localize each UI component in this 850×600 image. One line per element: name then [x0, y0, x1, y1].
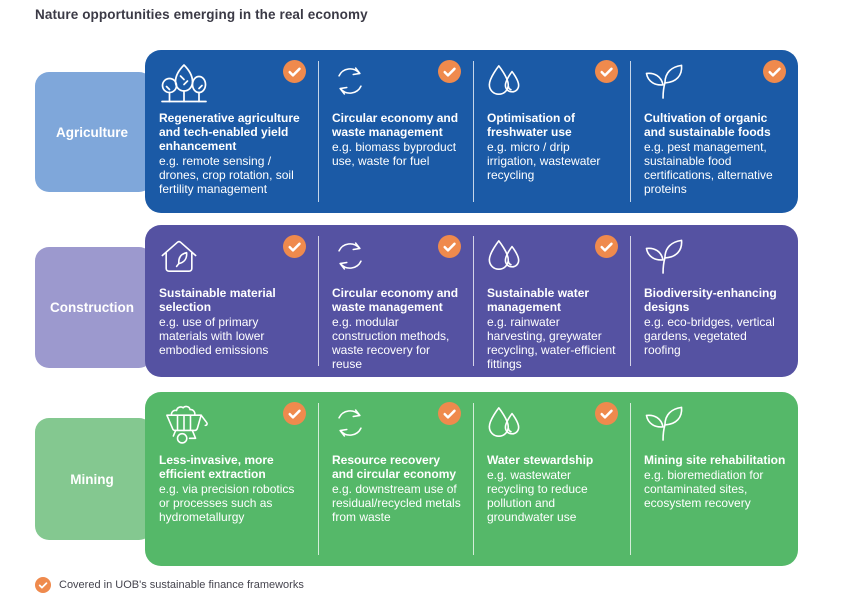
opportunity-examples: e.g. remote sensing / drones, crop rotat…	[159, 153, 294, 196]
check-icon	[438, 235, 461, 258]
cell-divider	[630, 236, 631, 366]
opportunity-examples: e.g. eco-bridges, vertical gardens, vege…	[644, 314, 775, 357]
opportunity-title: Regenerative agriculture and tech-enable…	[159, 111, 300, 153]
cell-divider	[318, 61, 319, 202]
opportunity-card: Regenerative agriculture and tech-enable…	[145, 50, 318, 213]
house-leaf-icon	[159, 237, 199, 275]
opportunity-examples: e.g. use of primary materials with lower…	[159, 314, 269, 357]
opportunity-examples: e.g. rainwater harvesting, greywater rec…	[487, 314, 616, 371]
opportunity-title: Circular economy and waste management	[332, 111, 459, 139]
opportunity-examples: e.g. downstream use of residual/recycled…	[332, 481, 461, 524]
opportunity-title: Optimisation of freshwater use	[487, 111, 575, 139]
opportunity-card: Biodiversity-enhancing designs e.g. eco-…	[630, 225, 798, 377]
opportunity-card: Circular economy and waste management e.…	[318, 50, 473, 213]
check-icon	[283, 235, 306, 258]
mining-panel: Less-invasive, more efficient extraction…	[145, 392, 798, 566]
opportunity-examples: e.g. pest management, sustainable food c…	[644, 139, 773, 196]
opportunity-title: Water stewardship	[487, 453, 594, 467]
cell-divider	[318, 403, 319, 555]
opportunity-examples: e.g. bioremediation for contaminated sit…	[644, 467, 764, 510]
circular-arrows-icon	[332, 405, 368, 441]
check-icon	[595, 60, 618, 83]
cell-divider	[473, 403, 474, 555]
check-icon	[763, 60, 786, 83]
leaves-icon	[644, 63, 684, 99]
opportunity-card: Water stewardship e.g. wastewater recycl…	[473, 392, 630, 566]
construction-panel: Sustainable material selection e.g. use …	[145, 225, 798, 377]
cell-divider	[473, 236, 474, 366]
cell-divider	[473, 61, 474, 202]
page-title: Nature opportunities emerging in the rea…	[35, 7, 368, 22]
opportunity-examples: e.g. modular construction methods, waste…	[332, 314, 450, 371]
row-label-agriculture: Agriculture	[35, 72, 153, 192]
opportunity-card: Resource recovery and circular economy e…	[318, 392, 473, 566]
opportunity-examples: e.g. micro / drip irrigation, wastewater…	[487, 139, 601, 182]
leaves-icon	[644, 238, 684, 274]
opportunity-card: Cultivation of organic and sustainable f…	[630, 50, 798, 213]
cell-divider	[630, 403, 631, 555]
legend-label: Covered in UOB's sustainable finance fra…	[59, 579, 304, 591]
row-label-mining: Mining	[35, 418, 153, 540]
trees-icon	[159, 60, 209, 105]
wheelbarrow-icon	[159, 402, 209, 445]
opportunity-card: Less-invasive, more efficient extraction…	[145, 392, 318, 566]
water-drops-icon	[487, 61, 521, 101]
opportunity-title: Biodiversity-enhancing designs	[644, 286, 777, 314]
check-icon	[595, 402, 618, 425]
agriculture-panel: Regenerative agriculture and tech-enable…	[145, 50, 798, 213]
opportunity-card: Sustainable material selection e.g. use …	[145, 225, 318, 377]
cell-divider	[318, 236, 319, 366]
opportunity-examples: e.g. wastewater recycling to reduce poll…	[487, 467, 588, 524]
row-label-construction: Construction	[35, 247, 153, 368]
cell-divider	[630, 61, 631, 202]
opportunity-card: Circular economy and waste management e.…	[318, 225, 473, 377]
opportunity-examples: e.g. via precision robotics or processes…	[159, 481, 295, 524]
opportunity-card: Mining site rehabilitation e.g. bioremed…	[630, 392, 798, 566]
check-icon	[283, 60, 306, 83]
water-drops-icon	[487, 236, 521, 276]
opportunity-title: Resource recovery and circular economy	[332, 453, 457, 481]
circular-arrows-icon	[332, 63, 368, 99]
opportunity-title: Sustainable material selection	[159, 286, 276, 314]
check-icon	[438, 402, 461, 425]
opportunity-examples: e.g. biomass byproduct use, waste for fu…	[332, 139, 457, 168]
opportunity-title: Cultivation of organic and sustainable f…	[644, 111, 771, 139]
check-icon	[438, 60, 461, 83]
opportunity-card: Optimisation of freshwater use e.g. micr…	[473, 50, 630, 213]
legend: Covered in UOB's sustainable finance fra…	[35, 577, 304, 593]
check-icon	[35, 577, 51, 593]
opportunity-title: Circular economy and waste management	[332, 286, 459, 314]
leaves-icon	[644, 405, 684, 441]
check-icon	[595, 235, 618, 258]
opportunity-title: Mining site rehabilitation	[644, 453, 786, 467]
water-drops-icon	[487, 403, 521, 443]
circular-arrows-icon	[332, 238, 368, 274]
opportunity-card: Sustainable water management e.g. rainwa…	[473, 225, 630, 377]
opportunity-title: Less-invasive, more efficient extraction	[159, 453, 274, 481]
check-icon	[283, 402, 306, 425]
opportunity-title: Sustainable water management	[487, 286, 590, 314]
